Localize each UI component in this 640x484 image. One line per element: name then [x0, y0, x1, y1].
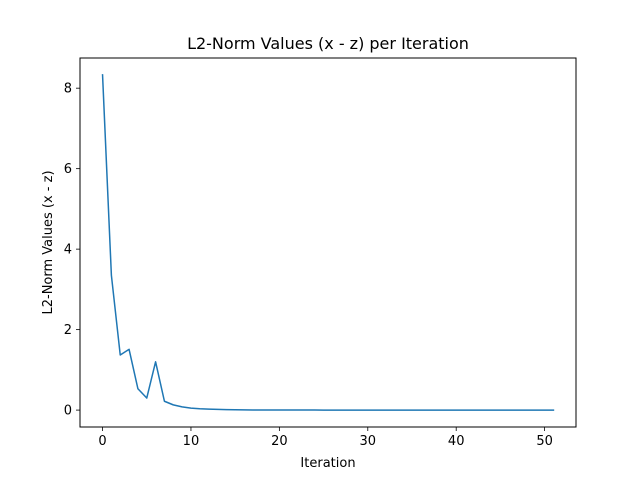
x-tick-label: 20: [271, 434, 288, 449]
x-tick-label: 10: [183, 434, 200, 449]
y-tick-label: 8: [64, 82, 72, 97]
y-tick-label: 2: [64, 323, 72, 338]
y-tick-label: 6: [64, 162, 72, 177]
x-tick-label: 0: [98, 434, 106, 449]
plot-area-frame: [79, 57, 577, 428]
x-tick-label: 50: [536, 434, 553, 449]
y-axis-label: L2-Norm Values (x - z): [41, 170, 56, 314]
x-tick-label: 40: [448, 434, 465, 449]
x-tick-label: 30: [360, 434, 377, 449]
series-line-1: [101, 74, 555, 411]
chart-title: L2-Norm Values (x - z) per Iteration: [187, 34, 469, 53]
y-tick-label: 4: [64, 243, 72, 258]
x-axis-label: Iteration: [300, 456, 355, 471]
y-tick-label: 0: [64, 404, 72, 419]
